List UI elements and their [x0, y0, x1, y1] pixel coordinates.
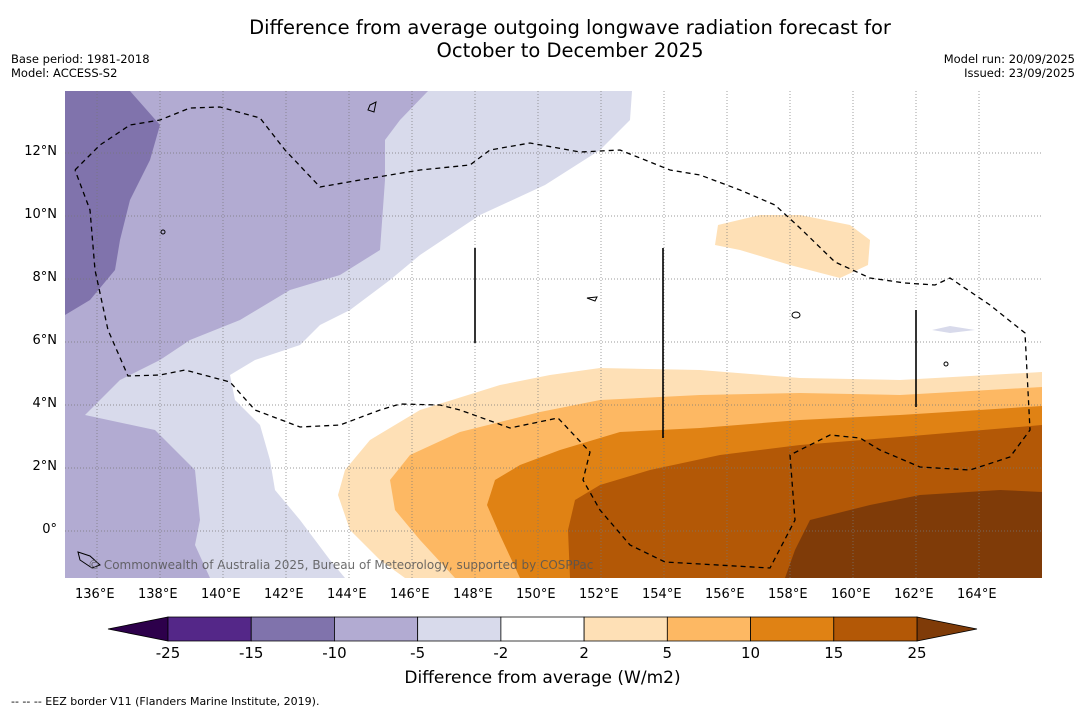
lat-tick-label: 4°N — [32, 396, 58, 411]
colorbar-tick: 15 — [824, 644, 844, 662]
colorbar-segment — [250, 616, 335, 642]
colorbar-segment — [500, 616, 585, 642]
colorbar-tick: 5 — [662, 644, 673, 662]
colorbar-segment — [583, 616, 668, 642]
lon-tick-label: 136°E — [75, 587, 115, 602]
colorbar-segment — [833, 616, 918, 642]
contour-2-5-blob — [715, 215, 870, 278]
lon-tick-label: 156°E — [705, 587, 745, 602]
lat-tick-label: 12°N — [24, 144, 57, 159]
colorbar-tick: -10 — [322, 644, 347, 662]
colorbar-tick: -5 — [410, 644, 426, 662]
colorbar-segment — [167, 616, 252, 642]
title-line-1: Difference from average outgoing longwav… — [249, 16, 891, 39]
colorbar-over-arrow — [916, 616, 978, 642]
contour-minus10-minus5 — [65, 91, 428, 578]
colorbar — [107, 616, 978, 642]
colorbar-tick: 25 — [907, 644, 927, 662]
colorbar-label: Difference from average (W/m2) — [404, 668, 681, 688]
lon-tick-label: 142°E — [264, 587, 304, 602]
lon-tick-label: 158°E — [768, 587, 808, 602]
olr-anomaly-map — [65, 91, 1042, 578]
contour-minus5-small — [932, 326, 975, 333]
lat-tick-label: 2°N — [32, 459, 58, 474]
lon-tick-label: 164°E — [957, 587, 997, 602]
lon-tick-label: 150°E — [516, 587, 556, 602]
islands — [77, 101, 949, 569]
colorbar-tick: -25 — [155, 644, 181, 662]
contour-minus15-minus10 — [65, 91, 160, 315]
title-line-2: October to December 2025 — [436, 39, 704, 62]
lon-tick-label: 160°E — [831, 587, 871, 602]
lon-tick-label: 146°E — [390, 587, 430, 602]
lon-tick-label: 154°E — [642, 587, 682, 602]
lon-tick-label: 144°E — [327, 587, 367, 602]
lat-tick-label: 0° — [42, 522, 57, 537]
copyright-notice: © Commonwealth of Australia 2025, Bureau… — [88, 558, 594, 572]
lon-tick-label: 152°E — [579, 587, 619, 602]
colorbar-segment — [750, 616, 835, 642]
colorbar-tick: -15 — [238, 644, 264, 662]
colorbar-under-arrow — [107, 616, 169, 642]
lon-tick-label: 162°E — [894, 587, 934, 602]
base-period: Base period: 1981-2018 — [11, 52, 150, 66]
colorbar-tick: 10 — [741, 644, 761, 662]
colorbar-segment — [334, 616, 419, 642]
lat-tick-label: 6°N — [32, 333, 58, 348]
model-name: Model: ACCESS-S2 — [11, 66, 118, 80]
lon-tick-label: 138°E — [138, 587, 178, 602]
lat-tick-label: 10°N — [24, 207, 57, 222]
contour-over-25 — [785, 490, 1042, 578]
issued-date: Issued: 23/09/2025 — [964, 66, 1075, 80]
eez-border — [74, 106, 1031, 569]
colorbar-tick: 2 — [579, 644, 589, 662]
lon-tick-label: 140°E — [201, 587, 241, 602]
lon-tick-label: 148°E — [453, 587, 493, 602]
colorbar-segment — [417, 616, 502, 642]
colorbar-segment — [666, 616, 751, 642]
eez-legend-note: -- -- -- EEZ border V11 (Flanders Marine… — [11, 695, 320, 708]
colorbar-tick: -2 — [493, 644, 509, 662]
lat-tick-label: 8°N — [32, 270, 58, 285]
model-run: Model run: 20/09/2025 — [943, 52, 1075, 66]
